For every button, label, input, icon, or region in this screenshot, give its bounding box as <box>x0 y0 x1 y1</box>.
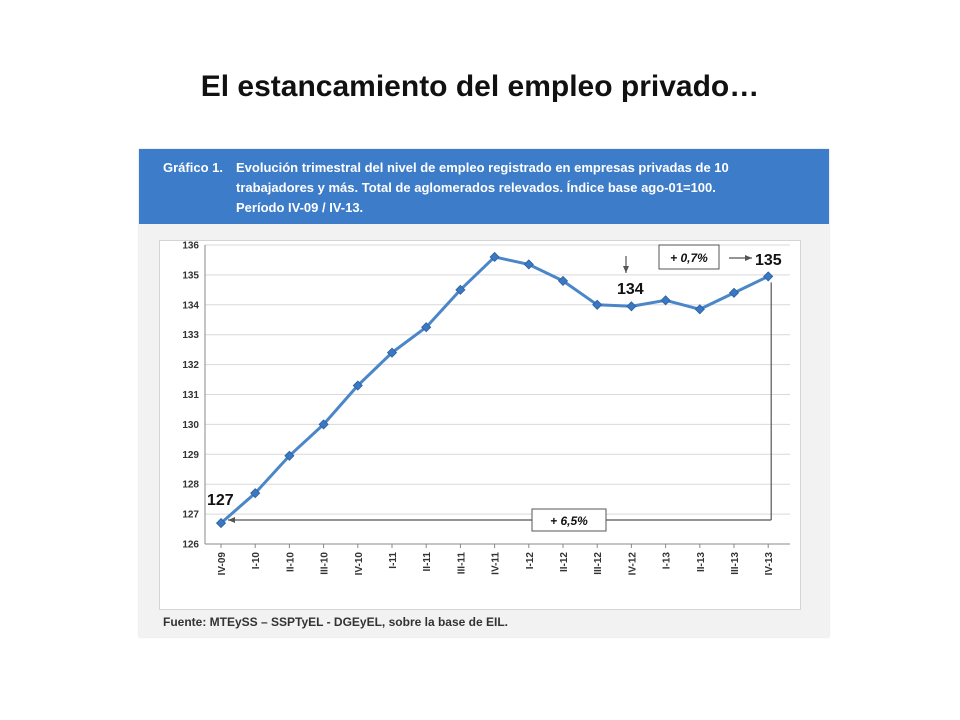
data-point <box>455 284 466 295</box>
growth-total-box <box>531 508 607 532</box>
x-tick-label: III-13 <box>730 552 741 575</box>
y-tick-label: 132 <box>182 360 199 371</box>
x-tick-label: I-11 <box>388 552 399 569</box>
data-point <box>284 450 295 461</box>
x-tick-label: II-12 <box>559 552 570 572</box>
data-point <box>489 251 500 263</box>
data-point <box>763 271 774 282</box>
x-tick-label: II-10 <box>285 552 296 572</box>
x-tick-label: III-10 <box>320 552 331 575</box>
x-tick-label: IV-09 <box>217 552 228 576</box>
end-value-label: 135 <box>755 252 782 269</box>
x-tick-label: III-12 <box>593 552 604 575</box>
data-point <box>318 419 329 430</box>
data-point <box>421 322 432 333</box>
x-tick-label: IV-13 <box>764 552 775 576</box>
x-tick-label: I-12 <box>525 552 536 570</box>
y-tick-label: 133 <box>182 330 199 341</box>
x-tick-label: II-11 <box>422 552 433 572</box>
chart-header-line-3: Período IV-09 / IV-13. <box>236 200 364 215</box>
slide-title: El estancamiento del empleo privado… <box>200 70 760 103</box>
data-point <box>660 295 671 306</box>
data-point <box>215 518 227 529</box>
x-tick-label: I-13 <box>662 552 673 570</box>
x-tick-label: IV-11 <box>491 552 502 575</box>
growth-recent-label: + 0,7% <box>670 251 708 265</box>
y-tick-label: 134 <box>182 300 199 311</box>
y-tick-label: 135 <box>182 270 199 281</box>
data-point <box>728 287 740 298</box>
y-tick-label: 136 <box>182 241 199 252</box>
start-value-label: 127 <box>207 492 234 509</box>
data-point <box>352 380 363 391</box>
y-tick-label: 130 <box>182 420 199 431</box>
growth-total-label: + 6,5% <box>550 514 588 528</box>
chart-panel: Gráfico 1. Evolución trimestral del nive… <box>139 149 829 637</box>
chart-number-label: Gráfico 1. <box>163 160 223 175</box>
plot-area <box>159 240 801 610</box>
y-tick-label: 127 <box>182 510 199 521</box>
mid-value-label: 134 <box>617 281 644 298</box>
x-tick-label: III-11 <box>456 552 467 575</box>
data-point <box>250 488 261 499</box>
data-point <box>694 304 705 315</box>
chart-header: Gráfico 1. Evolución trimestral del nive… <box>139 149 829 224</box>
y-tick-label: 131 <box>182 390 199 401</box>
data-point <box>592 299 603 310</box>
data-point <box>523 259 534 270</box>
data-point <box>626 301 637 312</box>
chart-header-line-1: Evolución trimestral del nivel de empleo… <box>236 160 729 175</box>
series-line <box>220 255 769 525</box>
chart-header-line-2: trabajadores y más. Total de aglomerados… <box>236 180 716 195</box>
data-point <box>557 275 569 286</box>
y-tick-label: 126 <box>182 540 199 551</box>
x-tick-label: IV-10 <box>354 552 365 576</box>
x-tick-label: II-13 <box>696 552 707 572</box>
y-tick-label: 128 <box>182 480 199 491</box>
source-note: Fuente: MTEySS – SSPTyEL - DGEyEL, sobre… <box>163 615 508 629</box>
growth-recent-box <box>658 244 720 270</box>
y-tick-label: 129 <box>182 450 199 461</box>
x-tick-label: IV-12 <box>627 552 638 576</box>
data-point <box>386 347 398 358</box>
x-tick-label: I-10 <box>251 552 262 570</box>
